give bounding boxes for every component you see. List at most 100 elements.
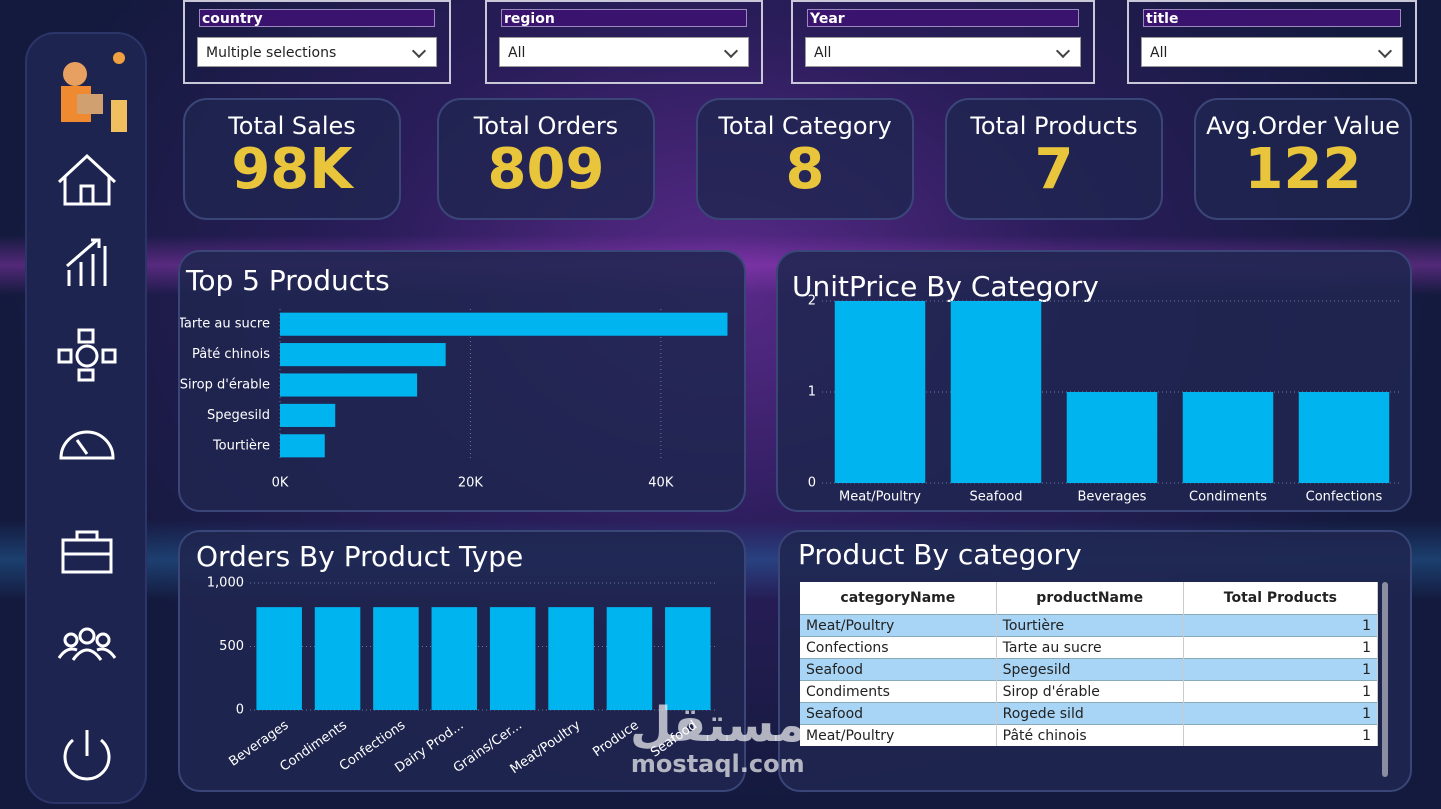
bar	[1298, 392, 1390, 483]
y-tick-label: Sirop d'érable	[180, 378, 270, 393]
kpi-label: Total Orders	[473, 112, 619, 140]
panel: Top 5 Products 0K 20K 40K Tarte au sucre Pâté…	[178, 250, 746, 512]
table-row: Seafood Rogede sild 1	[800, 702, 1379, 725]
power-icon[interactable]	[63, 730, 111, 781]
table-cell: 1	[1183, 614, 1379, 637]
filter-dropdown[interactable]: All	[1141, 37, 1403, 67]
y-tick-label: Pâté chinois	[192, 347, 270, 362]
logo	[61, 52, 127, 132]
table-row: Condiments Sirop d'érable 1	[800, 680, 1379, 703]
bar	[548, 607, 594, 710]
filter-dropdown[interactable]: Multiple selections	[197, 37, 437, 67]
watermark-arabic: مستقل	[630, 697, 806, 753]
bar	[950, 301, 1042, 483]
bar	[431, 607, 478, 710]
kpi-label: Total Sales	[228, 112, 356, 140]
bar	[489, 607, 536, 710]
chart-title: Orders By Product Type	[196, 540, 523, 573]
bar	[373, 607, 419, 710]
table-cell: 1	[1183, 680, 1379, 703]
watermark-latin: mostaql.com	[630, 750, 805, 778]
x-tick-label: Confections	[1306, 490, 1383, 505]
filter-label: Year	[807, 9, 1079, 27]
column-header[interactable]: productName	[996, 582, 1184, 615]
kpi-value: 7	[1034, 137, 1074, 202]
table-cell: 1	[1183, 724, 1379, 746]
filter: Year All	[791, 0, 1095, 84]
bar	[665, 607, 711, 710]
bar	[280, 343, 446, 367]
table-row: Confections Tarte au sucre 1	[800, 636, 1379, 659]
filter-label: title	[1143, 9, 1401, 27]
filter-label: region	[501, 9, 747, 27]
column-header[interactable]: Total Products	[1183, 582, 1379, 615]
panel: Orders By Product Type 0 500 1,000 Beverages…	[178, 530, 746, 792]
bar	[1066, 392, 1158, 483]
bar	[256, 607, 302, 710]
x-tick-label: 20K	[458, 476, 484, 491]
y-tick-label: Spegesild	[207, 408, 270, 423]
table-row: Meat/Poultry Pâté chinois 1	[800, 724, 1379, 746]
y-tick-label: 500	[219, 639, 244, 654]
bar	[606, 607, 653, 710]
table-header: categoryName productName Total Products	[800, 582, 1379, 615]
team-icon[interactable]	[57, 627, 117, 661]
bar	[1182, 392, 1274, 483]
column-header[interactable]: categoryName	[800, 582, 997, 615]
bar	[280, 434, 325, 458]
table-cell: Seafood	[800, 702, 997, 725]
table-cell: Condiments	[800, 680, 997, 703]
scrollbar[interactable]	[1382, 582, 1388, 777]
table-cell: Spegesild	[996, 658, 1184, 681]
table-cell: Meat/Poultry	[800, 614, 997, 637]
kpi-card: Total Products 7	[945, 98, 1163, 220]
y-tick-label: 2	[808, 294, 816, 309]
kpi-card: Total Orders 809	[437, 98, 655, 220]
table-row: Seafood Spegesild 1	[800, 658, 1379, 681]
panel: UnitPrice By Category 0 1 2 Meat/Poultry Seaf…	[776, 250, 1412, 512]
kpi-value: 8	[785, 137, 825, 202]
kpi-value: 98K	[231, 137, 353, 202]
table-cell: Rogede sild	[996, 702, 1184, 725]
watermark: مستقل mostaql.com	[630, 700, 806, 778]
kpi-value: 809	[487, 137, 605, 202]
table-cell: Meat/Poultry	[800, 724, 997, 746]
x-tick-label: Condiments	[1189, 490, 1267, 505]
briefcase-icon[interactable]	[61, 530, 113, 574]
table-cell: 1	[1183, 636, 1379, 659]
y-tick-label: 1,000	[207, 576, 244, 591]
filter-label: country	[199, 9, 435, 27]
home-icon[interactable]	[57, 153, 117, 206]
y-tick-label: 1	[808, 385, 816, 400]
chart-title: Top 5 Products	[185, 264, 390, 297]
x-tick-label: Beverages	[1078, 490, 1147, 505]
bar	[280, 373, 418, 397]
table-cell: 1	[1183, 702, 1379, 725]
sidebar	[25, 32, 147, 804]
y-tick-label: 0	[236, 703, 244, 718]
chart-title: UnitPrice By Category	[792, 270, 1099, 303]
kpi-value: 122	[1244, 137, 1362, 202]
x-tick-label: Seafood	[970, 490, 1023, 505]
table-cell: Tarte au sucre	[996, 636, 1184, 659]
table-panel: Product By category categoryName productN…	[778, 530, 1412, 792]
table-cell: Seafood	[800, 658, 997, 681]
growth-icon[interactable]	[66, 238, 107, 286]
table-title: Product By category	[798, 538, 1082, 571]
filter-dropdown[interactable]: All	[805, 37, 1081, 67]
process-icon[interactable]	[57, 328, 117, 382]
kpi-label: Total Products	[970, 112, 1138, 140]
kpi-card: Total Category 8	[696, 98, 914, 220]
x-tick-label: 40K	[648, 476, 674, 491]
gauge-icon[interactable]	[59, 430, 115, 460]
kpi-label: Avg.Order Value	[1206, 112, 1400, 140]
x-tick-label: 0K	[272, 476, 289, 491]
y-tick-label: Tarte au sucre	[180, 317, 270, 332]
table-cell: Pâté chinois	[996, 724, 1184, 746]
chart: Orders By Product Type05001,000Beverages…	[196, 540, 717, 777]
x-tick-label: Meat/Poultry	[839, 490, 921, 505]
chart: Top 5 Products 0K 20K 40K Tarte au sucre Pâté…	[180, 264, 728, 491]
filter: region All	[485, 0, 763, 84]
filter-dropdown[interactable]: All	[499, 37, 749, 67]
